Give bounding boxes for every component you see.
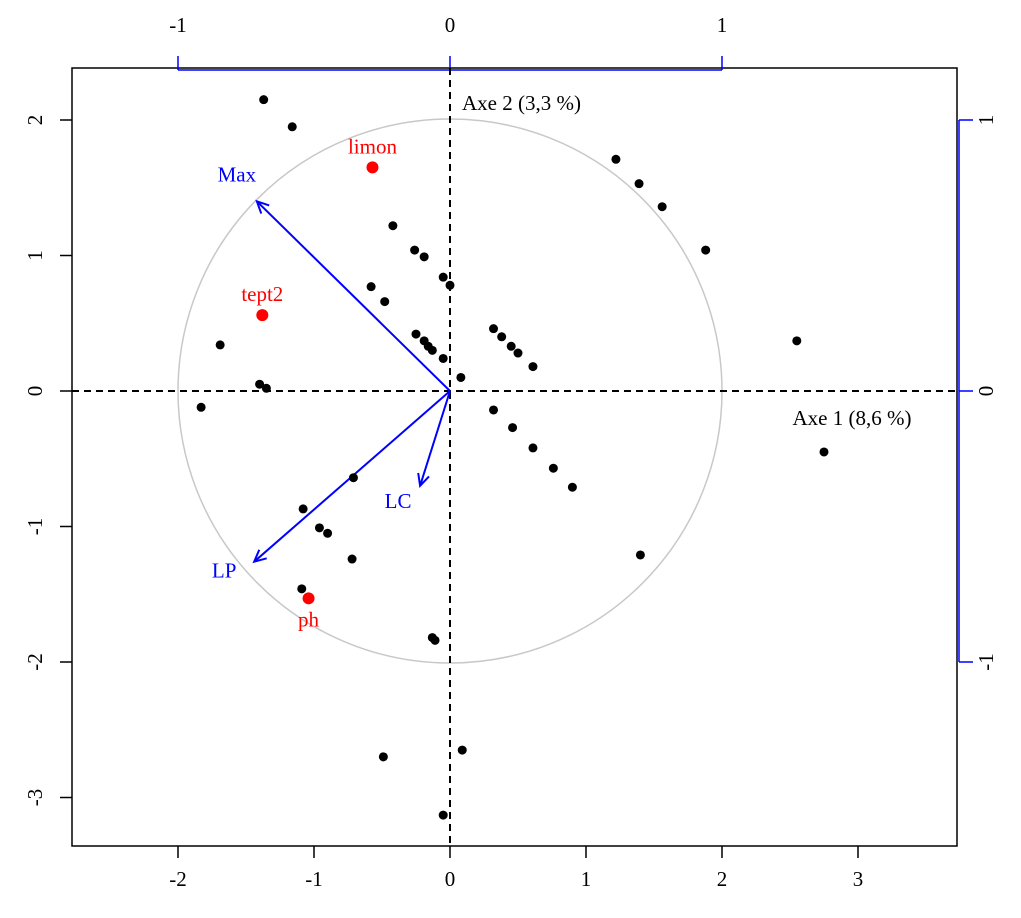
data-point — [380, 297, 390, 307]
data-point — [411, 329, 421, 339]
data-point — [508, 423, 518, 433]
supplementary-point — [366, 161, 379, 174]
data-point — [378, 752, 388, 762]
data-point — [314, 523, 324, 533]
data-point — [410, 245, 420, 255]
plot-frame — [71, 67, 958, 847]
arrows-layer: Max LP LC — [212, 162, 451, 583]
top-tick-label: -1 — [169, 13, 187, 37]
left-tick-label: 0 — [23, 386, 47, 397]
data-point — [528, 443, 538, 453]
data-point — [489, 405, 499, 415]
arrow-head — [252, 549, 267, 564]
axis1-label: Axe 1 (8,6 %) — [793, 406, 912, 430]
top-tick-label: 0 — [445, 13, 456, 37]
data-point — [819, 447, 829, 457]
data-point — [497, 332, 507, 342]
arrow-head — [255, 199, 270, 214]
data-point — [419, 252, 429, 262]
data-point — [323, 528, 333, 538]
supplementary-point — [256, 309, 269, 322]
bottom-tick-label: 2 — [717, 867, 728, 891]
supplementary-label: ph — [298, 607, 320, 631]
data-point — [657, 202, 667, 212]
data-point — [259, 95, 269, 105]
data-point — [445, 280, 455, 290]
data-point — [611, 154, 621, 164]
arrow-label: LP — [212, 559, 237, 583]
bottom-tick-label: 1 — [581, 867, 592, 891]
data-point — [792, 336, 802, 346]
left-axis: -3 -2 -1 0 1 2 — [23, 115, 72, 807]
top-axis: -1 0 1 — [169, 13, 728, 71]
right-axis: -1 0 1 — [958, 115, 998, 671]
right-tick-label: -1 — [974, 653, 998, 671]
data-point — [635, 550, 645, 560]
left-tick-label: 1 — [23, 250, 47, 261]
data-point — [388, 221, 398, 231]
data-point — [430, 635, 440, 645]
data-point — [348, 473, 358, 483]
data-point — [528, 362, 538, 372]
data-point — [438, 272, 448, 282]
data-point — [567, 482, 577, 492]
right-tick-label: 1 — [974, 115, 998, 126]
bottom-tick-label: -1 — [305, 867, 323, 891]
data-point — [489, 324, 499, 334]
supplementary-layer: limon tept2 ph — [241, 134, 397, 631]
arrow-head — [417, 472, 430, 489]
left-tick-label: 2 — [23, 115, 47, 126]
bottom-tick-label: 0 — [445, 867, 456, 891]
arrow-line — [256, 200, 451, 392]
data-point — [513, 348, 523, 358]
supplementary-point — [302, 592, 315, 605]
data-point — [457, 745, 467, 755]
data-point — [366, 282, 376, 292]
left-tick-label: -2 — [23, 653, 47, 671]
top-tick-label: 1 — [717, 13, 728, 37]
points-layer — [196, 95, 829, 820]
left-tick-label: -3 — [23, 789, 47, 807]
supplementary-label: tept2 — [241, 282, 283, 306]
data-point — [297, 584, 307, 594]
data-point — [456, 372, 466, 382]
axis2-label: Axe 2 (3,3 %) — [462, 91, 581, 115]
data-point — [261, 383, 271, 393]
arrow-line — [419, 390, 451, 487]
left-tick-label: -1 — [23, 518, 47, 536]
data-point — [548, 463, 558, 473]
data-point — [255, 379, 265, 389]
bottom-tick-label: -2 — [169, 867, 187, 891]
arrow-label: Max — [218, 162, 257, 186]
bottom-axis: -2 -1 0 1 2 3 — [169, 846, 863, 891]
supplementary-label: limon — [348, 134, 398, 158]
data-point — [427, 345, 437, 355]
data-point — [215, 340, 225, 350]
arrow-label: LC — [385, 489, 412, 513]
data-point — [438, 353, 448, 363]
data-point — [298, 504, 308, 514]
data-point — [287, 122, 297, 132]
data-point — [634, 179, 644, 189]
right-tick-label: 0 — [974, 386, 998, 397]
data-point — [196, 402, 206, 412]
data-point — [506, 341, 516, 351]
data-point — [701, 245, 711, 255]
data-point — [438, 810, 448, 820]
data-point — [347, 554, 357, 564]
bottom-tick-label: 3 — [853, 867, 864, 891]
